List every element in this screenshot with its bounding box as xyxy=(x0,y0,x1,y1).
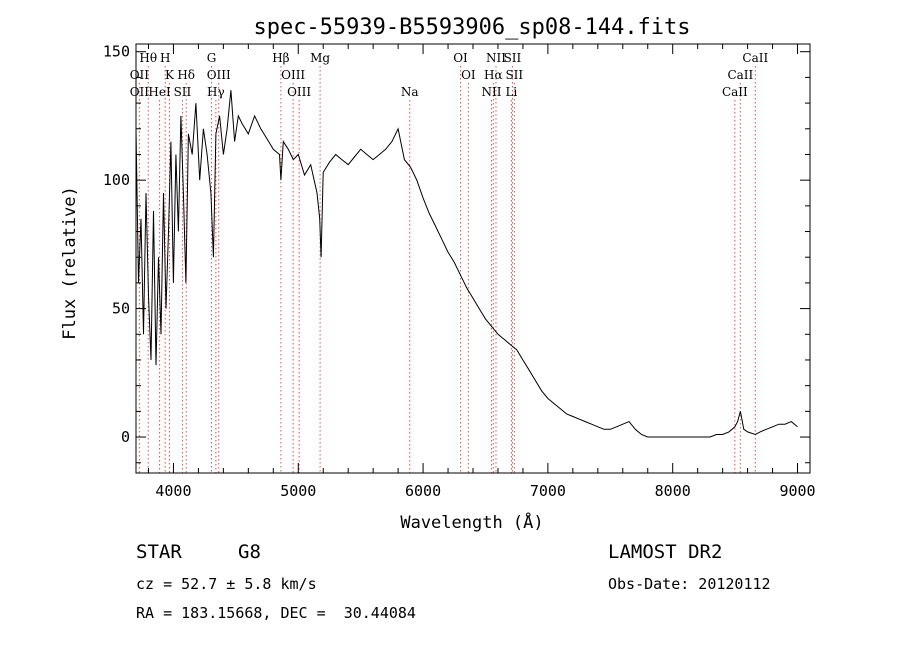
y-tick-label: 150 xyxy=(103,43,130,61)
x-tick-label: 6000 xyxy=(405,482,441,500)
spectrum-line xyxy=(135,90,798,438)
y-tick-label: 50 xyxy=(112,300,130,318)
line-label: OIII xyxy=(287,85,311,99)
line-label: CaII xyxy=(722,85,748,99)
line-markers xyxy=(138,66,756,473)
line-label: NII xyxy=(486,51,506,65)
object-subclass: G8 xyxy=(238,541,261,563)
chart-title: spec-55939-B5593906_sp08-144.fits xyxy=(253,15,690,40)
line-label: Li xyxy=(506,85,518,99)
line-label: CaII xyxy=(742,51,768,65)
line-label: Mg xyxy=(310,51,330,65)
line-label: OI xyxy=(453,51,468,65)
line-label: G xyxy=(207,51,217,65)
line-label: NII xyxy=(481,85,501,99)
line-label: Hβ xyxy=(272,51,289,65)
x-tick-label: 4000 xyxy=(155,482,191,500)
x-tick-label: 8000 xyxy=(655,482,691,500)
plot-frame xyxy=(135,43,811,474)
line-label: K xyxy=(165,68,175,82)
object-class: STAR xyxy=(136,541,182,563)
line-label: SII xyxy=(505,68,523,82)
obs-date: Obs-Date: 20120112 xyxy=(608,575,771,593)
line-label: SII xyxy=(504,51,522,65)
x-tick-label: 9000 xyxy=(779,482,815,500)
line-label: OII xyxy=(130,85,150,99)
x-axis: 4000 5000 6000 7000 8000 9000 xyxy=(147,44,816,500)
survey-name: LAMOST DR2 xyxy=(608,541,723,563)
y-tick-label: 0 xyxy=(121,428,130,446)
coordinates: RA = 183.15668, DEC = 30.44084 xyxy=(136,604,416,622)
line-label: H xyxy=(160,51,170,65)
redshift-text: cz = 52.7 ± 5.8 km/s xyxy=(136,575,317,593)
y-axis-label: Flux (relative) xyxy=(60,186,80,340)
line-label: Hα xyxy=(484,68,503,82)
line-label: OIII xyxy=(207,68,231,82)
line-label: OIII xyxy=(281,68,305,82)
line-label: Hγ xyxy=(207,85,225,99)
x-tick-label: 7000 xyxy=(530,482,566,500)
y-tick-label: 100 xyxy=(103,171,130,189)
line-label: OII xyxy=(130,68,150,82)
line-label: OI xyxy=(461,68,476,82)
line-label: SII xyxy=(174,85,192,99)
line-label: Na xyxy=(401,85,419,99)
line-label: Hδ xyxy=(177,68,195,82)
line-label: HeI xyxy=(148,85,171,99)
x-axis-label: Wavelength (Å) xyxy=(400,511,543,533)
y-axis: 0 50 100 150 xyxy=(103,43,810,464)
line-label: Hθ xyxy=(139,51,157,65)
x-tick-label: 5000 xyxy=(280,482,316,500)
line-label: CaII xyxy=(727,68,753,82)
